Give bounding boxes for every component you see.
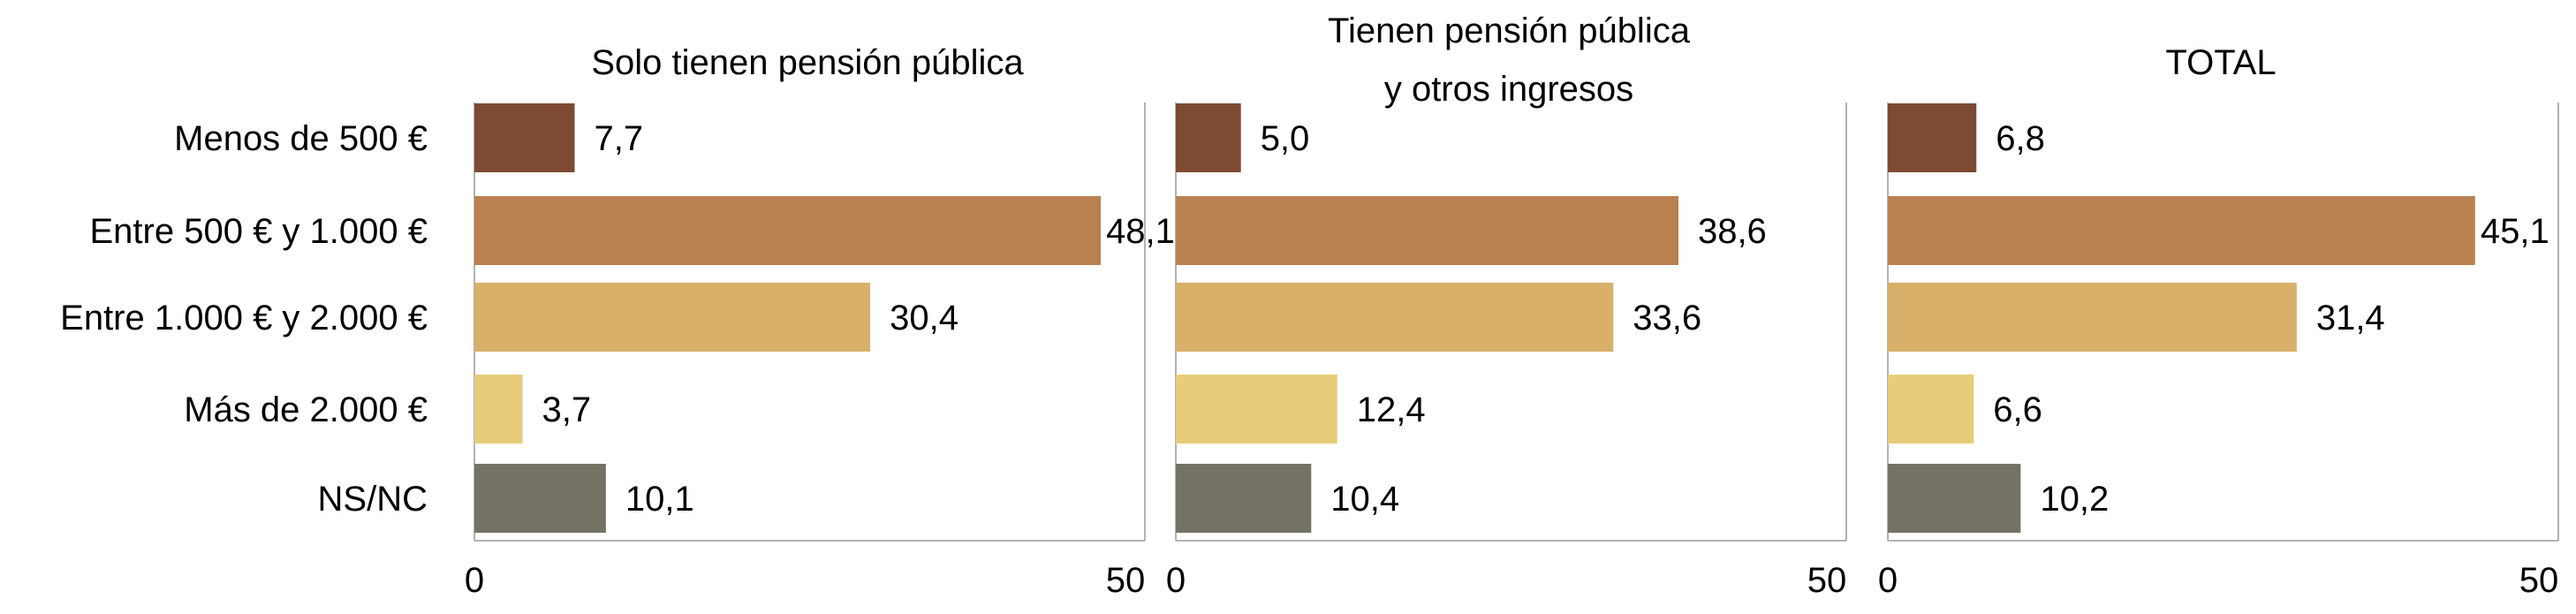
x-tick-label: 0 [1166,561,1186,600]
data-label: 10,2 [2040,480,2109,519]
data-label: 6,8 [1996,119,2045,158]
x-tick-label: 0 [465,561,484,600]
category-label: Entre 500 € y 1.000 € [90,212,428,251]
data-label: 45,1 [2481,212,2549,251]
bar [1176,375,1337,443]
data-label: 31,4 [2316,299,2385,337]
data-label: 7,7 [594,119,643,158]
x-tick-label: 50 [1106,561,1146,600]
bar [474,283,871,352]
bar [1176,283,1614,352]
x-tick-label: 50 [2519,561,2559,600]
data-label: 30,4 [890,299,958,337]
bar [1888,375,1974,443]
data-label: 10,4 [1330,480,1399,519]
panel-title: y otros ingresos [1384,70,1633,109]
panel-title: Solo tienen pensión pública [591,43,1024,82]
data-label: 10,1 [625,480,694,519]
category-label: NS/NC [318,480,428,519]
category-label: Entre 1.000 € y 2.000 € [60,299,428,337]
bar [474,196,1101,265]
bar [1888,283,2297,352]
category-label: Menos de 500 € [174,119,428,158]
category-label: Más de 2.000 € [184,390,428,429]
x-tick-label: 0 [1878,561,1898,600]
x-tick-label: 50 [1807,561,1847,600]
bar [1176,196,1678,265]
data-label: 6,6 [1993,390,2042,429]
bar [1888,196,2475,265]
bar [1176,103,1241,172]
bar [1888,103,1977,172]
panel-title: Tienen pensión pública [1328,11,1691,50]
data-label: 12,4 [1357,390,1426,429]
bar [474,103,575,172]
data-label: 33,6 [1633,299,1701,337]
data-label: 38,6 [1698,212,1767,251]
bar [474,464,606,533]
data-label: 3,7 [542,390,592,429]
panel-title: TOTAL [2165,43,2276,82]
bar [1176,464,1312,533]
data-label: 48,1 [1106,212,1175,251]
bar [474,375,523,443]
bar [1888,464,2021,533]
data-label: 5,0 [1261,119,1310,158]
